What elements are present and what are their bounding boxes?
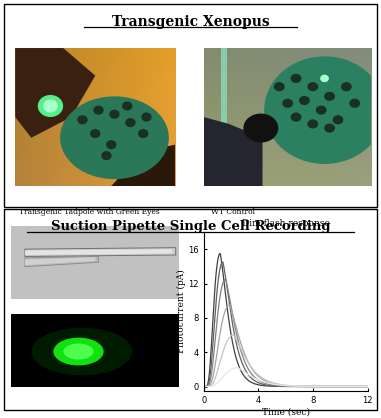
Polygon shape <box>15 48 95 138</box>
Ellipse shape <box>53 338 104 365</box>
Circle shape <box>78 116 87 124</box>
Ellipse shape <box>264 56 381 164</box>
X-axis label: Time (sec): Time (sec) <box>262 408 310 416</box>
Circle shape <box>333 116 343 124</box>
Circle shape <box>291 74 301 82</box>
Circle shape <box>308 120 317 128</box>
Ellipse shape <box>63 344 94 359</box>
Text: Transgenic Xenopus: Transgenic Xenopus <box>112 15 269 28</box>
Circle shape <box>291 113 301 121</box>
Circle shape <box>91 130 100 138</box>
Ellipse shape <box>32 328 132 375</box>
Circle shape <box>123 102 132 110</box>
Circle shape <box>308 83 317 91</box>
Polygon shape <box>25 257 99 267</box>
Circle shape <box>325 92 334 100</box>
Circle shape <box>342 83 351 91</box>
Circle shape <box>325 124 334 132</box>
Circle shape <box>44 100 57 112</box>
Polygon shape <box>111 145 175 186</box>
Circle shape <box>126 119 135 126</box>
Y-axis label: Photocurrent (pA): Photocurrent (pA) <box>176 270 186 353</box>
Circle shape <box>142 113 151 121</box>
Circle shape <box>94 106 103 114</box>
Circle shape <box>275 83 284 91</box>
Circle shape <box>110 110 119 118</box>
Text: WT Control: WT Control <box>211 208 255 216</box>
Polygon shape <box>25 247 176 257</box>
Circle shape <box>139 130 148 138</box>
Ellipse shape <box>60 97 169 179</box>
Circle shape <box>350 99 359 107</box>
Circle shape <box>244 114 278 142</box>
Circle shape <box>283 99 292 107</box>
Circle shape <box>300 97 309 104</box>
Polygon shape <box>25 257 95 265</box>
Text: Suction Pipette Single Cell Recording: Suction Pipette Single Cell Recording <box>51 220 330 233</box>
Circle shape <box>38 96 62 116</box>
Circle shape <box>321 75 328 82</box>
Circle shape <box>107 141 116 148</box>
Polygon shape <box>204 117 263 186</box>
Bar <box>221 48 227 186</box>
Circle shape <box>102 152 111 160</box>
Polygon shape <box>25 249 172 255</box>
Title: Dim flash response: Dim flash response <box>242 219 330 228</box>
Circle shape <box>317 106 326 114</box>
Text: Transgenic Tadpole with Green Eyes: Transgenic Tadpole with Green Eyes <box>19 208 160 216</box>
